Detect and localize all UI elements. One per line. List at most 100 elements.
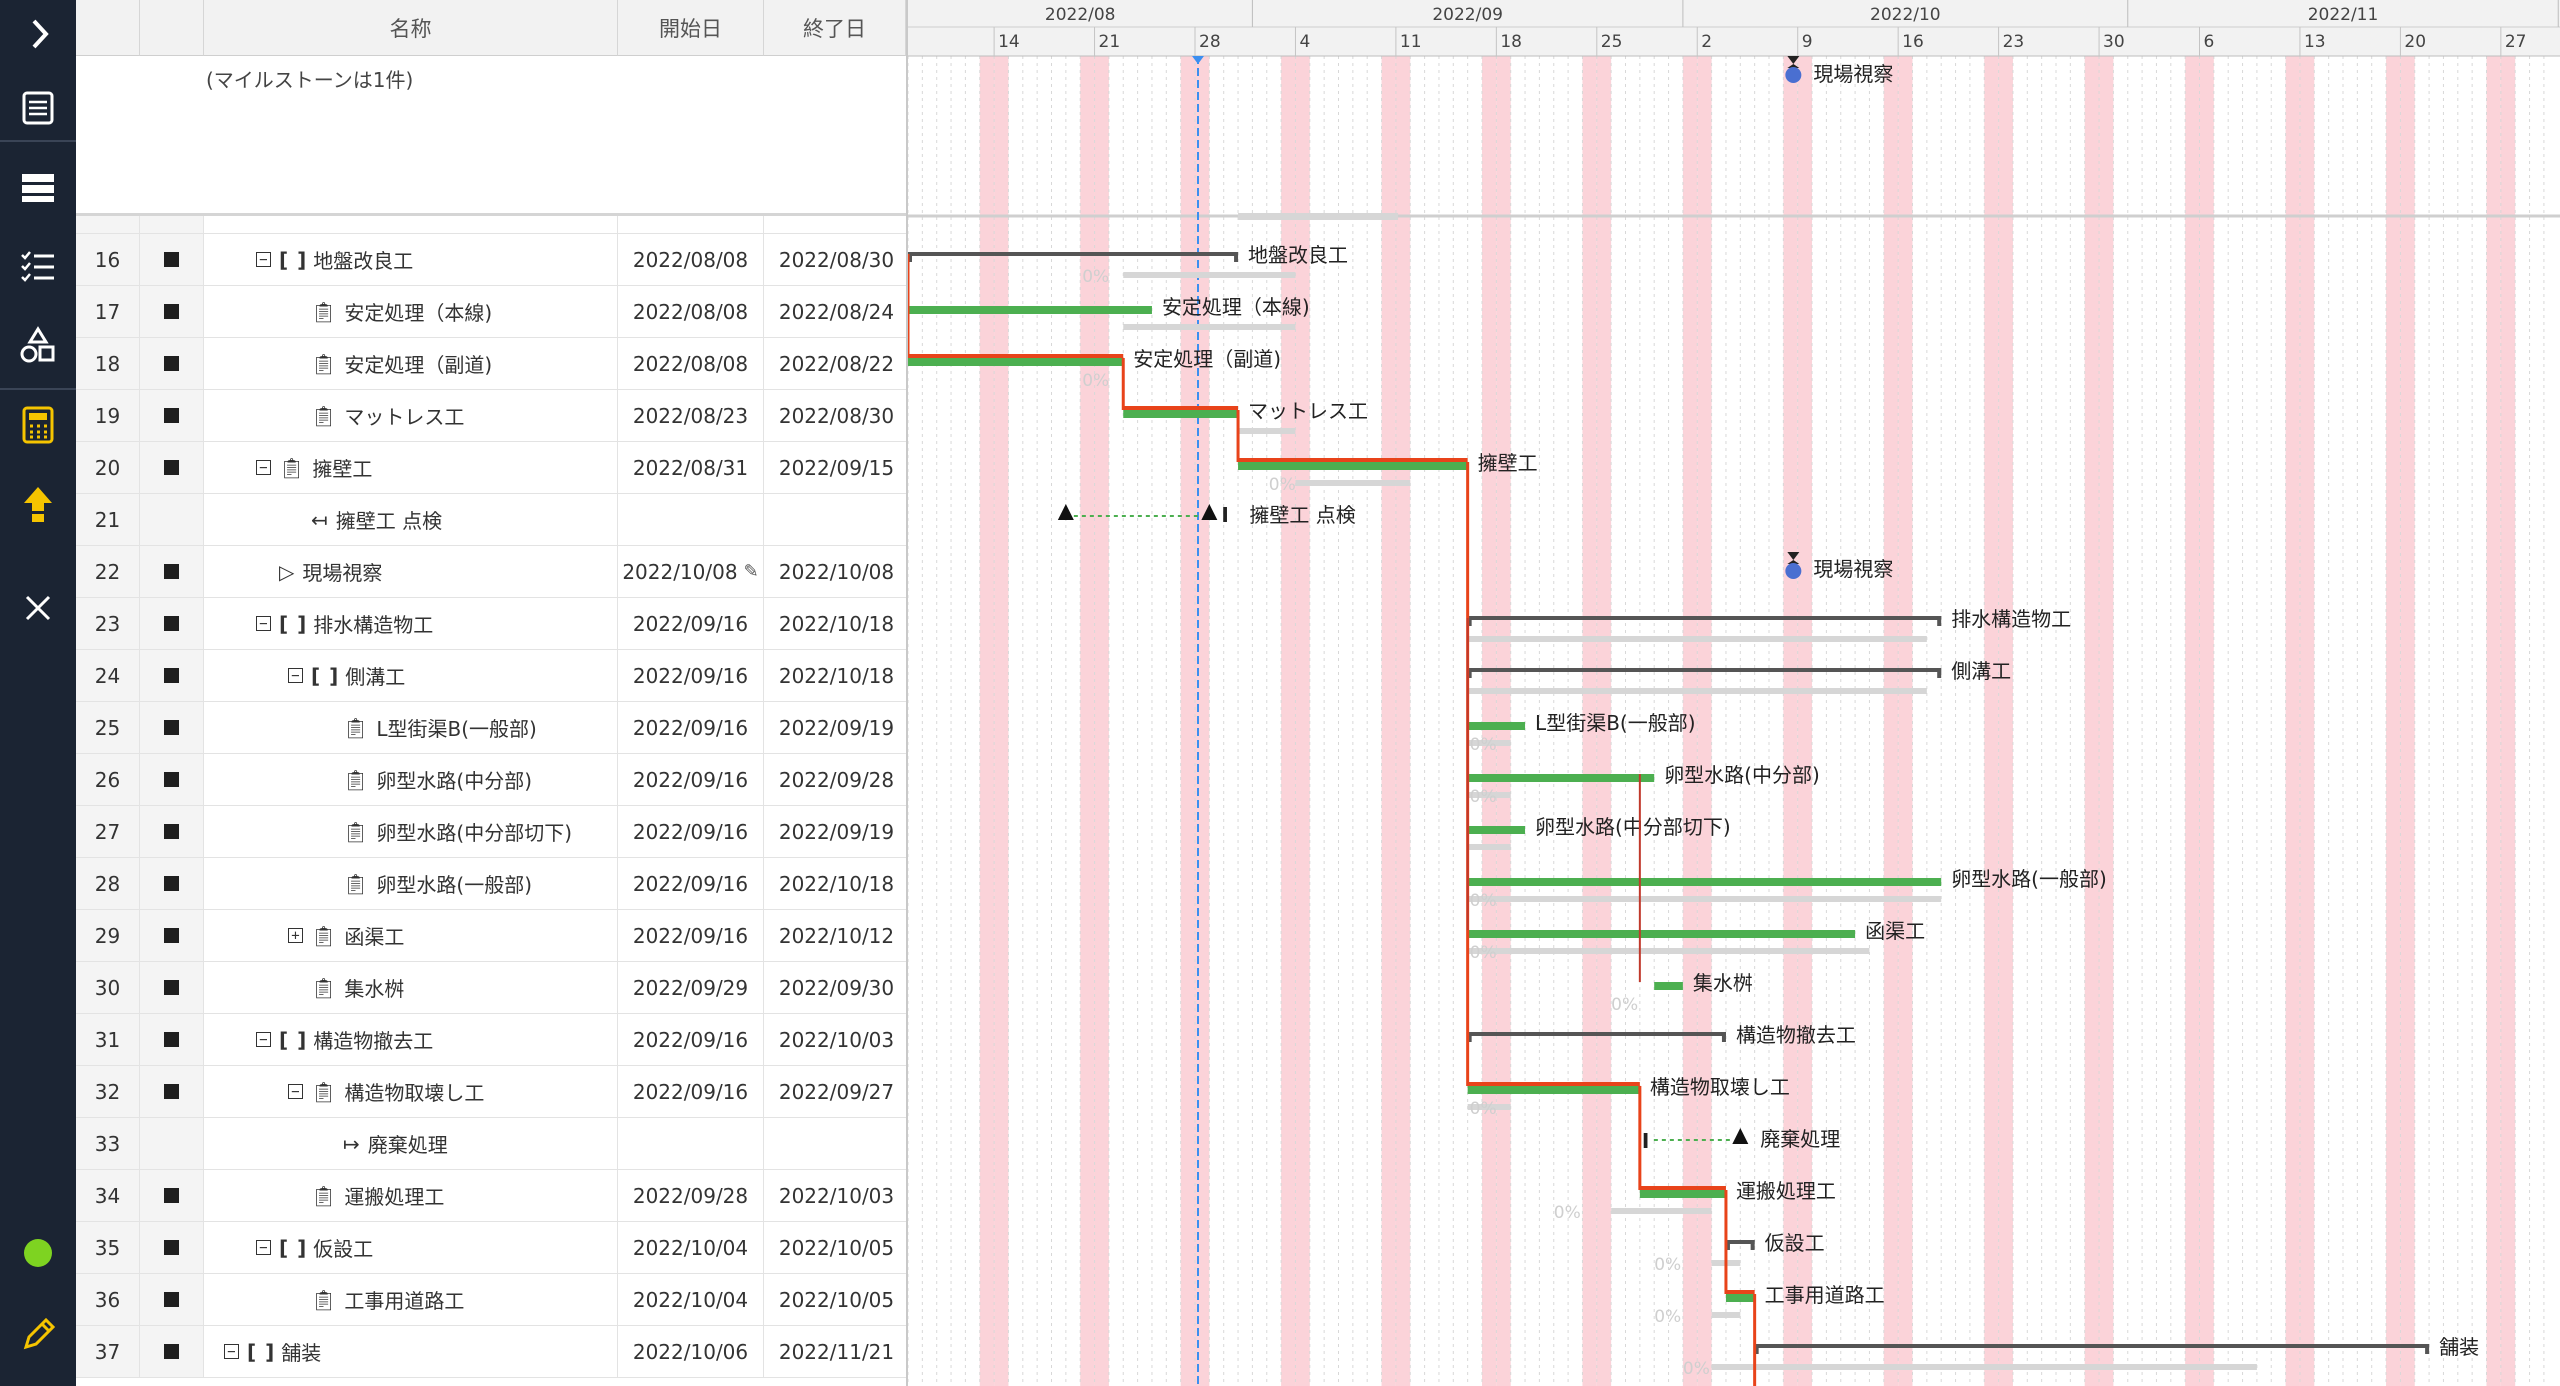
task-bar[interactable] — [1123, 410, 1239, 418]
start-date-cell[interactable]: 2022/08/08 — [618, 286, 764, 337]
edit-pencil-button[interactable] — [0, 1302, 76, 1364]
start-date-cell[interactable]: 2022/10/04 — [618, 1274, 764, 1325]
table-row[interactable]: 36 📋︎ 工事用道路工 2022/10/04 2022/10/05 — [76, 1274, 906, 1326]
end-date-cell[interactable]: 2022/10/05 — [764, 1274, 906, 1325]
end-date-cell[interactable]: 2022/10/05 — [764, 1222, 906, 1273]
row-marker[interactable] — [140, 1014, 204, 1065]
end-date-cell[interactable]: 2022/10/08 — [764, 546, 906, 597]
start-date-cell[interactable]: 2022/09/16 — [618, 1066, 764, 1117]
start-date-cell[interactable]: 2022/10/04 — [618, 1222, 764, 1273]
end-date-cell[interactable]: 2022/09/19 — [764, 806, 906, 857]
collapse-toggle-icon[interactable]: − — [224, 1344, 239, 1359]
end-date-cell[interactable]: 2022/08/30 — [764, 390, 906, 441]
summary-bar[interactable] — [1467, 616, 1942, 620]
end-date-cell[interactable]: 2022/08/22 — [764, 338, 906, 389]
end-date-cell[interactable]: 2022/09/15 — [764, 442, 906, 493]
task-name-cell[interactable]: − 📋︎ 構造物取壊し工 — [204, 1066, 618, 1117]
table-row[interactable]: 29 + 📋︎ 函渠工 2022/09/16 2022/10/12 — [76, 910, 906, 962]
table-view-button[interactable] — [0, 157, 76, 219]
task-bar[interactable] — [1467, 930, 1856, 938]
milestone-dot-icon[interactable] — [1785, 563, 1802, 579]
table-row[interactable]: 25 📋︎ L型街渠B(一般部) 2022/09/16 2022/09/19 — [76, 702, 906, 754]
table-row[interactable]: 26 📋︎ 卵型水路(中分部) 2022/09/16 2022/09/28 — [76, 754, 906, 806]
task-name-cell[interactable]: −[ ] 排水構造物工 — [204, 598, 618, 649]
table-row[interactable]: 31 −[ ] 構造物撤去工 2022/09/16 2022/10/03 — [76, 1014, 906, 1066]
table-row[interactable]: 28 📋︎ 卵型水路(一般部) 2022/09/16 2022/10/18 — [76, 858, 906, 910]
row-marker[interactable] — [140, 1222, 204, 1273]
task-name-cell[interactable]: 📋︎ 卵型水路(一般部) — [204, 858, 618, 909]
upload-button[interactable] — [0, 474, 76, 536]
end-date-cell[interactable] — [764, 1118, 906, 1169]
end-date-cell[interactable]: 2022/09/30 — [764, 962, 906, 1013]
task-name-cell[interactable]: ↤ 擁壁工 点検 — [204, 494, 618, 545]
table-row[interactable]: 21 ↤ 擁壁工 点検 — [76, 494, 906, 546]
end-date-cell[interactable] — [764, 494, 906, 545]
task-bar[interactable] — [908, 358, 1124, 366]
name-column-header[interactable]: 名称 — [204, 0, 618, 56]
task-name-cell[interactable]: −[ ] 地盤改良工 — [204, 234, 618, 285]
end-date-cell[interactable]: 2022/11/21 — [764, 1326, 906, 1377]
start-date-cell[interactable]: 2022/09/28 — [618, 1170, 764, 1221]
end-date-cell[interactable]: 2022/08/30 — [764, 234, 906, 285]
row-marker[interactable] — [140, 546, 204, 597]
expand-chevron-button[interactable] — [0, 4, 76, 66]
table-row[interactable]: 19 📋︎ マットレス工 2022/08/23 2022/08/30 — [76, 390, 906, 442]
task-bar[interactable] — [908, 306, 1152, 314]
start-date-cell[interactable]: 2022/09/16 — [618, 754, 764, 805]
task-bar[interactable] — [1725, 1294, 1755, 1302]
table-row[interactable]: 37 −[ ] 舗装 2022/10/06 2022/11/21 — [76, 1326, 906, 1378]
end-date-cell[interactable]: 2022/10/18 — [764, 598, 906, 649]
start-date-cell[interactable]: 2022/08/23 — [618, 390, 764, 441]
row-marker[interactable] — [140, 1326, 204, 1377]
start-date-cell[interactable]: 2022/09/16 — [618, 858, 764, 909]
task-name-cell[interactable]: 📋︎ L型街渠B(一般部) — [204, 702, 618, 753]
expand-toggle-icon[interactable]: + — [288, 928, 303, 943]
start-date-cell[interactable]: 2022/09/16 — [618, 910, 764, 961]
start-date-cell[interactable]: 2022/09/16 — [618, 650, 764, 701]
summary-bar[interactable] — [1467, 668, 1942, 672]
gantt-view-button[interactable] — [0, 78, 76, 140]
row-marker[interactable] — [140, 286, 204, 337]
collapse-toggle-icon[interactable]: − — [256, 1240, 271, 1255]
row-marker[interactable] — [140, 962, 204, 1013]
task-bar[interactable] — [1467, 774, 1655, 782]
row-marker[interactable] — [140, 390, 204, 441]
task-name-cell[interactable]: ▷ 現場視察 — [204, 546, 618, 597]
collapse-toggle-icon[interactable]: − — [288, 668, 303, 683]
table-row[interactable]: 27 📋︎ 卵型水路(中分部切下) 2022/09/16 2022/09/19 — [76, 806, 906, 858]
task-name-cell[interactable]: 📋︎ マットレス工 — [204, 390, 618, 441]
table-row[interactable]: 24 −[ ] 側溝工 2022/09/16 2022/10/18 — [76, 650, 906, 702]
calculator-button[interactable] — [0, 395, 76, 457]
table-row[interactable]: 32 − 📋︎ 構造物取壊し工 2022/09/16 2022/09/27 — [76, 1066, 906, 1118]
table-row[interactable]: 17 📋︎ 安定処理（本線) 2022/08/08 2022/08/24 — [76, 286, 906, 338]
gantt-chart[interactable]: 2022/08 2022/09 2022/10 2022/11 14 21 28 4 11 18 2… — [908, 0, 2560, 1386]
task-name-cell[interactable]: 📋︎ 卵型水路(中分部) — [204, 754, 618, 805]
row-marker[interactable] — [140, 494, 204, 545]
table-row[interactable]: 20 − 📋︎ 擁壁工 2022/08/31 2022/09/15 — [76, 442, 906, 494]
task-name-cell[interactable]: 📋︎ 集水桝 — [204, 962, 618, 1013]
task-name-cell[interactable]: −[ ] 構造物撤去工 — [204, 1014, 618, 1065]
table-row[interactable]: 33 ↦ 廃棄処理 — [76, 1118, 906, 1170]
task-bar[interactable] — [1639, 1190, 1726, 1198]
task-name-cell[interactable]: 📋︎ 卵型水路(中分部切下) — [204, 806, 618, 857]
task-bar[interactable] — [1467, 1086, 1640, 1094]
start-date-cell[interactable]: 2022/10/08 ✎ — [618, 546, 764, 597]
row-marker[interactable] — [140, 1066, 204, 1117]
table-row[interactable]: 16 −[ ] 地盤改良工 2022/08/08 2022/08/30 — [76, 234, 906, 286]
end-date-cell[interactable]: 2022/09/19 — [764, 702, 906, 753]
start-date-cell[interactable]: 2022/09/16 — [618, 806, 764, 857]
task-name-cell[interactable]: 📋︎ 運搬処理工 — [204, 1170, 618, 1221]
task-bar[interactable] — [1654, 982, 1683, 990]
start-date-cell[interactable]: 2022/08/31 — [618, 442, 764, 493]
start-date-cell[interactable]: 2022/08/08 — [618, 338, 764, 389]
row-marker[interactable] — [140, 338, 204, 389]
row-marker[interactable] — [140, 910, 204, 961]
collapse-toggle-icon[interactable]: − — [256, 252, 271, 267]
end-column-header[interactable]: 終了日 — [764, 0, 906, 56]
row-marker[interactable] — [140, 598, 204, 649]
summary-bar[interactable] — [908, 252, 1239, 256]
start-date-cell[interactable] — [618, 494, 764, 545]
row-marker[interactable] — [140, 858, 204, 909]
task-bar[interactable] — [1467, 722, 1526, 730]
table-row[interactable]: 23 −[ ] 排水構造物工 2022/09/16 2022/10/18 — [76, 598, 906, 650]
